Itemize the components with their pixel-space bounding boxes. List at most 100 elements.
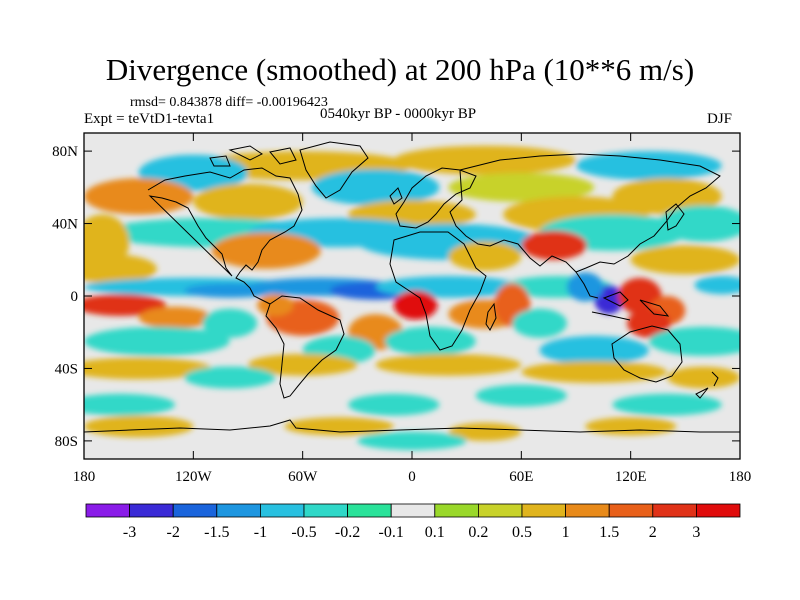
field-blob-56 xyxy=(348,393,440,416)
coast-asia xyxy=(449,153,721,273)
coast-arctic-islands xyxy=(209,145,297,167)
x-tick-label-0: 180 xyxy=(73,469,96,485)
colorbar-swatch-6 xyxy=(347,503,392,518)
field-blob-38 xyxy=(257,294,294,316)
field-blob-63 xyxy=(357,431,467,450)
field-blob-17 xyxy=(211,232,321,269)
y-tick-label-0: 80N xyxy=(52,144,78,160)
colorbar-swatch-11 xyxy=(565,503,610,518)
field-blob-5 xyxy=(448,172,595,202)
x-tick-label-5: 120E xyxy=(615,469,647,485)
colorbar-label-1: -2 xyxy=(167,524,180,541)
x-tick-label-1: 120W xyxy=(175,469,213,485)
field-blob-47 xyxy=(539,335,649,365)
colorbar-label-6: -0.1 xyxy=(379,524,404,541)
y-tick-label-1: 40N xyxy=(52,217,78,233)
field-blob-62 xyxy=(585,417,677,436)
colorbar-swatch-7 xyxy=(390,503,436,518)
divergence-field xyxy=(84,145,740,450)
colorbar-label-13: 3 xyxy=(692,524,700,541)
field-blob-39 xyxy=(393,290,438,320)
colorbar-label-9: 0.5 xyxy=(512,524,532,541)
coast-europe xyxy=(389,167,477,229)
field-blob-1 xyxy=(393,145,576,175)
colorbar-swatch-9 xyxy=(477,503,523,518)
coastlines xyxy=(84,141,740,433)
field-blob-52 xyxy=(521,361,668,383)
field-blob-6 xyxy=(84,178,194,215)
coast-south-america xyxy=(265,295,345,399)
x-tick-label-2: 60W xyxy=(288,469,318,485)
y-tick-label-3: 40S xyxy=(55,361,78,377)
coast-antarctica xyxy=(84,419,740,433)
colorbar-swatch-5 xyxy=(303,503,348,518)
chart-title: Divergence (smoothed) at 200 hPa (10**6 … xyxy=(105,52,695,87)
colorbar-swatch-1 xyxy=(129,503,174,518)
field-blob-7 xyxy=(612,178,722,215)
field-blob-2 xyxy=(576,151,722,181)
coast-north-america xyxy=(147,167,303,305)
field-blob-45 xyxy=(84,326,230,356)
field-blob-21 xyxy=(84,254,157,284)
stats-label: rmsd= 0.843878 diff= -0.00196423 xyxy=(130,95,328,110)
field-blob-55 xyxy=(84,393,176,416)
colorbar-label-0: -3 xyxy=(123,524,136,541)
field-blob-54 xyxy=(667,366,740,389)
field-blob-19 xyxy=(448,241,522,271)
field-blob-28 xyxy=(184,283,276,298)
field-blob-57 xyxy=(475,384,567,407)
field-blob-18 xyxy=(521,230,587,260)
field-blob-59 xyxy=(84,415,194,438)
colorbar-label-2: -1.5 xyxy=(204,524,229,541)
field-blob-27 xyxy=(694,276,740,295)
field-blob-51 xyxy=(375,353,522,376)
field-blob-53 xyxy=(184,366,276,389)
coast-southeast-asia xyxy=(575,271,670,321)
field-blob-49 xyxy=(84,357,212,380)
field-blob-34 xyxy=(84,294,166,316)
colorbar-swatch-13 xyxy=(652,503,697,518)
coast-madagascar xyxy=(485,302,497,331)
colorbar-swatch-10 xyxy=(521,503,566,518)
colorbar-label-7: 0.1 xyxy=(425,524,445,541)
field-blob-35 xyxy=(138,306,212,329)
colorbar-swatch-0 xyxy=(85,503,130,518)
colorbar-label-3: -1 xyxy=(254,524,267,541)
y-tick-label-2: 0 xyxy=(71,289,79,305)
field-blob-42 xyxy=(512,308,567,338)
field-blob-58 xyxy=(612,393,722,416)
colorbar-swatch-8 xyxy=(434,503,479,518)
field-blob-44 xyxy=(384,326,476,356)
field-blob-33 xyxy=(627,308,671,338)
field-blob-20 xyxy=(630,245,740,275)
x-tick-label-6: 180 xyxy=(729,469,752,485)
colorbar-label-5: -0.2 xyxy=(335,524,360,541)
colorbar: -3 -2 -1.5 -1 -0.5 -0.2 -0.1 0.1 0.2 0.5 1 1.5 2 3 xyxy=(85,503,741,541)
map-axes: 180 120W 60W 0 60E 120E 180 80N 40N 0 40S 80S xyxy=(52,133,751,485)
field-blob-8 xyxy=(193,183,303,220)
field-blob-50 xyxy=(248,353,358,376)
field-blob-15 xyxy=(658,205,740,242)
field-blob-46 xyxy=(648,326,740,356)
colorbar-label-4: -0.5 xyxy=(291,524,316,541)
coast-greenland xyxy=(299,141,369,199)
colorbar-label-10: 1 xyxy=(562,524,570,541)
colorbar-swatch-14 xyxy=(696,503,741,518)
field-blob-61 xyxy=(448,422,522,441)
coast-japan xyxy=(665,203,685,231)
season-label: DJF xyxy=(707,111,733,127)
colorbar-swatch-3 xyxy=(216,503,261,518)
experiment-label: Expt = teVtD1-tevta1 xyxy=(84,111,215,127)
field-blob-4 xyxy=(311,169,440,206)
coast-australia xyxy=(611,325,683,383)
colorbar-label-12: 2 xyxy=(649,524,657,541)
colorbar-swatch-12 xyxy=(608,503,654,518)
y-tick-label-4: 80S xyxy=(55,434,78,450)
x-tick-label-4: 60E xyxy=(509,469,533,485)
period-label: 0540kyr BP - 0000kyr BP xyxy=(320,106,477,122)
colorbar-swatch-4 xyxy=(259,503,305,518)
colorbar-label-8: 0.2 xyxy=(468,524,488,541)
coast-africa xyxy=(389,231,487,351)
field-blob-36 xyxy=(202,308,258,338)
